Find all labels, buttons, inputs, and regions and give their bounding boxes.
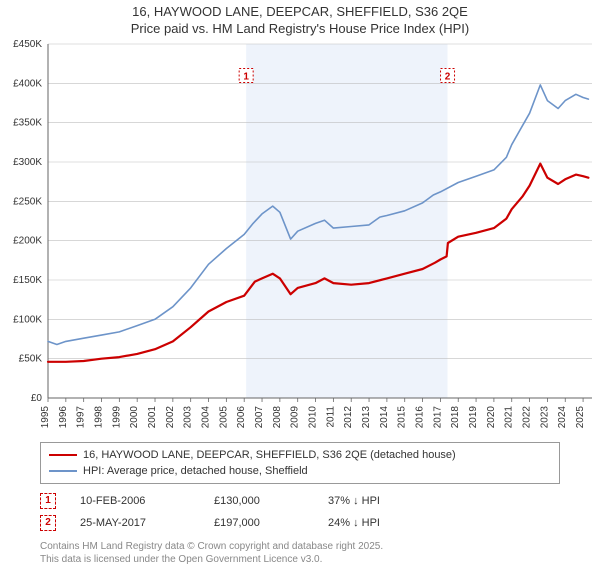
sale-vs-hpi: 24% ↓ HPI bbox=[328, 517, 438, 529]
svg-text:2001: 2001 bbox=[147, 405, 158, 428]
svg-text:£400K: £400K bbox=[13, 78, 42, 89]
svg-text:2009: 2009 bbox=[290, 405, 301, 428]
svg-text:1995: 1995 bbox=[40, 405, 51, 428]
chart-area: £0 £50K £100K £150K £200K £250K £300K £350K £400… bbox=[0, 38, 600, 438]
svg-text:2013: 2013 bbox=[361, 405, 372, 428]
title-line1: 16, HAYWOOD LANE, DEEPCAR, SHEFFIELD, S3… bbox=[0, 4, 600, 21]
svg-text:1999: 1999 bbox=[111, 405, 122, 428]
sale-row: 1 10-FEB-2006 £130,000 37% ↓ HPI bbox=[40, 490, 560, 512]
svg-text:£0: £0 bbox=[31, 393, 43, 404]
svg-text:2005: 2005 bbox=[218, 405, 229, 428]
svg-text:2014: 2014 bbox=[379, 405, 390, 428]
svg-text:2019: 2019 bbox=[468, 405, 479, 428]
svg-text:2008: 2008 bbox=[272, 405, 283, 428]
svg-text:1997: 1997 bbox=[76, 405, 87, 428]
svg-text:2024: 2024 bbox=[557, 405, 568, 428]
svg-text:2022: 2022 bbox=[522, 405, 533, 428]
footer-line2: This data is licensed under the Open Gov… bbox=[40, 553, 560, 566]
svg-text:2017: 2017 bbox=[432, 405, 443, 428]
svg-text:£150K: £150K bbox=[13, 275, 42, 286]
legend-label: HPI: Average price, detached house, Shef… bbox=[83, 465, 308, 477]
svg-text:2007: 2007 bbox=[254, 405, 265, 428]
sale-date: 25-MAY-2017 bbox=[80, 517, 190, 529]
svg-text:1996: 1996 bbox=[58, 405, 69, 428]
svg-text:2016: 2016 bbox=[415, 405, 426, 428]
svg-text:1998: 1998 bbox=[94, 405, 105, 428]
footer-line1: Contains HM Land Registry data © Crown c… bbox=[40, 540, 560, 553]
legend-swatch bbox=[49, 470, 77, 473]
svg-text:2003: 2003 bbox=[183, 405, 194, 428]
svg-text:£250K: £250K bbox=[13, 196, 42, 207]
svg-text:2010: 2010 bbox=[308, 405, 319, 428]
svg-text:£450K: £450K bbox=[13, 39, 42, 50]
sales-table: 1 10-FEB-2006 £130,000 37% ↓ HPI 2 25-MAY-201… bbox=[40, 490, 560, 534]
legend-swatch bbox=[49, 454, 77, 457]
sale-marker: 1 bbox=[40, 493, 56, 509]
svg-text:2018: 2018 bbox=[450, 405, 461, 428]
svg-text:£50K: £50K bbox=[19, 353, 43, 364]
svg-text:2021: 2021 bbox=[504, 405, 515, 428]
svg-text:2023: 2023 bbox=[539, 405, 550, 428]
sale-marker: 2 bbox=[40, 515, 56, 531]
svg-text:2006: 2006 bbox=[236, 405, 247, 428]
svg-text:£350K: £350K bbox=[13, 117, 42, 128]
svg-text:2025: 2025 bbox=[575, 405, 586, 428]
legend-row: HPI: Average price, detached house, Shef… bbox=[49, 463, 551, 479]
svg-text:2012: 2012 bbox=[343, 405, 354, 428]
legend-label: 16, HAYWOOD LANE, DEEPCAR, SHEFFIELD, S3… bbox=[83, 449, 456, 461]
line-chart-svg: £0 £50K £100K £150K £200K £250K £300K £350K £400… bbox=[0, 38, 600, 438]
legend-box: 16, HAYWOOD LANE, DEEPCAR, SHEFFIELD, S3… bbox=[40, 442, 560, 484]
svg-text:1: 1 bbox=[243, 71, 249, 82]
svg-text:2015: 2015 bbox=[397, 405, 408, 428]
svg-text:£100K: £100K bbox=[13, 314, 42, 325]
svg-text:2020: 2020 bbox=[486, 405, 497, 428]
svg-text:2011: 2011 bbox=[325, 405, 336, 427]
svg-text:2002: 2002 bbox=[165, 405, 176, 428]
svg-text:2000: 2000 bbox=[129, 405, 140, 428]
sale-price: £197,000 bbox=[214, 517, 304, 529]
sale-date: 10-FEB-2006 bbox=[80, 495, 190, 507]
svg-text:2004: 2004 bbox=[201, 405, 212, 428]
svg-text:£200K: £200K bbox=[13, 235, 42, 246]
sale-vs-hpi: 37% ↓ HPI bbox=[328, 495, 438, 507]
sale-row: 2 25-MAY-2017 £197,000 24% ↓ HPI bbox=[40, 512, 560, 534]
legend-row: 16, HAYWOOD LANE, DEEPCAR, SHEFFIELD, S3… bbox=[49, 447, 551, 463]
sale-price: £130,000 bbox=[214, 495, 304, 507]
title-line2: Price paid vs. HM Land Registry's House … bbox=[0, 21, 600, 38]
chart-title: 16, HAYWOOD LANE, DEEPCAR, SHEFFIELD, S3… bbox=[0, 0, 600, 38]
svg-text:2: 2 bbox=[445, 71, 451, 82]
footer-attribution: Contains HM Land Registry data © Crown c… bbox=[40, 540, 560, 566]
svg-text:£300K: £300K bbox=[13, 157, 42, 168]
